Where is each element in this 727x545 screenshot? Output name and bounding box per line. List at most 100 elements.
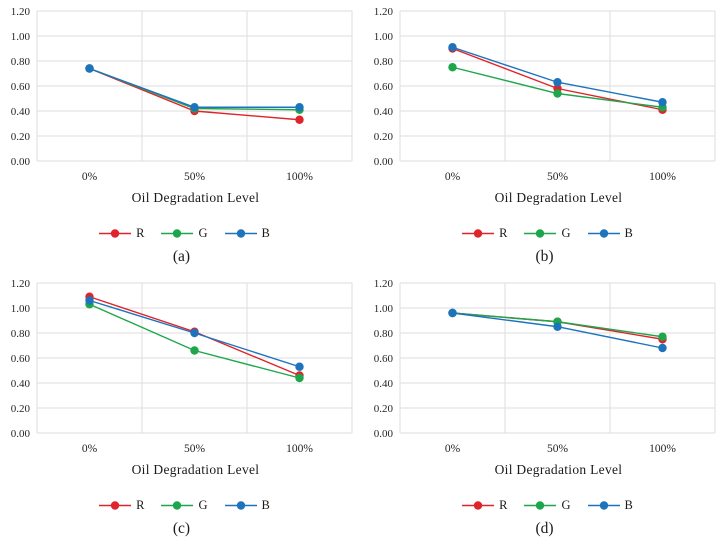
data-point-B — [295, 103, 304, 112]
chart-d-plot: 0.00 0.20 0.40 0.60 0.80 1.00 1.20 0% 50% 100% — [374, 278, 716, 455]
data-point-G — [448, 63, 457, 72]
y-tick-label: 1.00 — [11, 31, 31, 43]
x-tick-label: 0% — [445, 443, 461, 455]
data-point-B — [448, 43, 457, 52]
legend-marker-B — [587, 229, 620, 238]
y-tick-label: 0.20 — [11, 403, 31, 415]
legend-label-G: G — [561, 498, 571, 512]
y-tick-label: 1.20 — [374, 278, 394, 290]
x-axis-title: Oil Degradation Level — [494, 190, 623, 205]
x-tick-label: 0% — [82, 171, 98, 183]
x-axis-title: Oil Degradation Level — [131, 190, 260, 205]
y-tick-label: 0.00 — [374, 156, 394, 168]
y-tick-label: 1.00 — [11, 303, 31, 315]
x-tick-label: 100% — [649, 443, 676, 455]
legend-item-B: B — [587, 226, 633, 241]
series-line-G — [89, 303, 300, 379]
chart-caption: (a) — [172, 248, 191, 265]
legend-label-G: G — [198, 226, 208, 240]
x-tick-label: 0% — [82, 443, 98, 455]
legend-item-R: R — [462, 226, 507, 241]
legend-item-G: G — [161, 498, 208, 513]
y-tick-label: 1.00 — [374, 31, 394, 43]
data-point-B — [553, 78, 562, 87]
data-point-G — [295, 373, 304, 383]
legend-label-G: G — [561, 226, 571, 240]
y-tick-label: 0.00 — [11, 156, 31, 168]
data-point-G — [658, 332, 667, 341]
legend-item-B: B — [224, 226, 270, 241]
chart-b-plot: 0.00 0.20 0.40 0.60 0.80 1.00 1.20 0% 50% 100% — [374, 6, 716, 183]
y-tick-label: 0.20 — [374, 403, 394, 415]
chart-caption: (d) — [535, 520, 554, 537]
legend-marker-R — [99, 229, 132, 238]
y-tick-label: 0.80 — [374, 56, 394, 68]
chart-caption: (b) — [535, 248, 554, 265]
legend-marker-B — [224, 501, 257, 510]
y-tick-label: 0.60 — [374, 81, 394, 93]
data-point-B — [553, 322, 562, 331]
legend-marker-R — [462, 229, 495, 238]
y-tick-label: 0.40 — [374, 378, 394, 390]
legend-marker-B — [587, 501, 620, 510]
x-tick-label: 50% — [184, 171, 206, 183]
y-tick-label: 0.80 — [11, 328, 31, 340]
y-tick-label: 1.20 — [11, 278, 31, 290]
data-point-G — [553, 89, 562, 98]
x-tick-label: 50% — [184, 443, 206, 455]
legend-marker-R — [462, 501, 495, 510]
y-tick-label: 0.00 — [374, 428, 394, 440]
legend-marker-G — [161, 229, 194, 238]
legend-label-R: R — [136, 498, 145, 512]
y-tick-label: 0.60 — [374, 353, 394, 365]
x-axis-title: Oil Degradation Level — [494, 462, 623, 477]
legend-marker-G — [161, 501, 194, 510]
y-tick-label: 1.20 — [11, 6, 31, 18]
y-tick-label: 0.20 — [374, 131, 394, 143]
legend-label-R: R — [499, 226, 508, 240]
legend-marker-R — [99, 501, 132, 510]
data-point-R — [295, 115, 304, 124]
legend-label-R: R — [499, 498, 508, 512]
y-tick-label: 0.80 — [374, 328, 394, 340]
y-tick-label: 0.00 — [11, 428, 31, 440]
data-point-B — [448, 308, 457, 318]
chart-caption: (c) — [172, 520, 191, 537]
x-axis-title: Oil Degradation Level — [131, 462, 260, 477]
legend-item-G: G — [524, 498, 571, 513]
legend-item-B: B — [587, 498, 633, 513]
legend-item-G: G — [524, 226, 571, 241]
chart-d: 0.00 0.20 0.40 0.60 0.80 1.00 1.20 0% 50% 100% Oi… — [363, 272, 726, 544]
data-point-B — [658, 98, 667, 107]
data-point-B — [85, 64, 94, 73]
chart-c-plot: 0.00 0.20 0.40 0.60 0.80 1.00 1.20 0% 50% 100% — [11, 278, 353, 455]
data-point-G — [190, 346, 199, 355]
legend-item-R: R — [99, 226, 144, 241]
data-point-B — [190, 328, 199, 338]
x-tick-label: 50% — [547, 443, 569, 455]
legend-label-B: B — [261, 226, 270, 240]
y-tick-label: 0.80 — [11, 56, 31, 68]
y-tick-label: 1.00 — [374, 303, 394, 315]
y-tick-label: 0.40 — [11, 378, 31, 390]
data-point-B — [295, 362, 304, 371]
series-line-B — [89, 67, 300, 108]
legend-label-B: B — [261, 498, 270, 512]
chart-a: 0.00 0.20 0.40 0.60 0.80 1.00 1.20 0% 50% 100% Oi… — [0, 0, 363, 272]
legend-label-B: B — [624, 226, 633, 240]
y-tick-label: 0.20 — [11, 131, 31, 143]
legend-item-R: R — [99, 498, 144, 513]
chart-c: 0.00 0.20 0.40 0.60 0.80 1.00 1.20 0% 50% 100% Oi… — [0, 272, 363, 544]
legend-item-B: B — [224, 498, 270, 513]
data-point-B — [658, 343, 667, 353]
x-tick-label: 100% — [286, 443, 313, 455]
legend-label-R: R — [136, 226, 145, 240]
legend-item-R: R — [462, 498, 507, 513]
x-tick-label: 0% — [445, 171, 461, 183]
y-tick-label: 0.60 — [11, 81, 31, 93]
data-point-B — [190, 103, 199, 112]
